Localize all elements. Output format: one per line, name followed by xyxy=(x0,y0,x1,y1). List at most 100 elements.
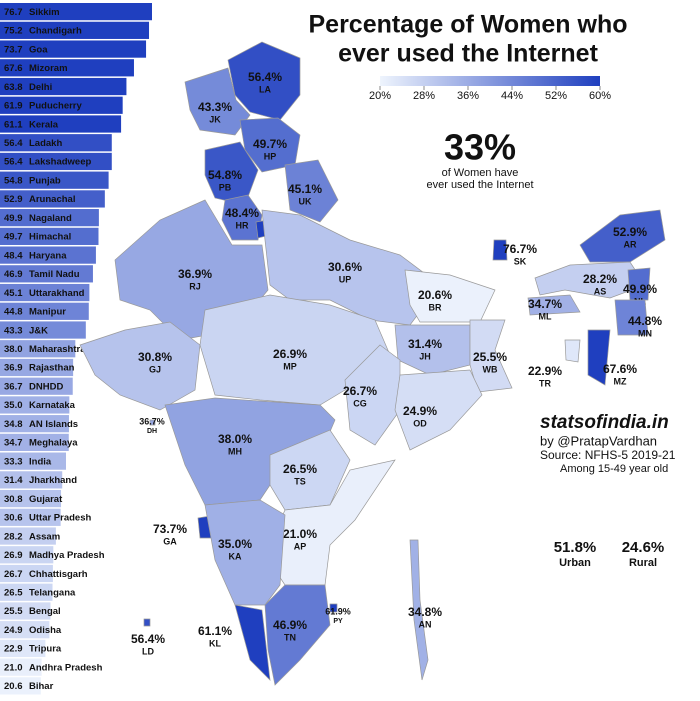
split-label: Urban xyxy=(559,557,591,569)
bar xyxy=(0,639,46,658)
region xyxy=(394,324,471,376)
region-value-label: 38.0% xyxy=(218,432,252,446)
bar-value-label: 44.8 xyxy=(4,307,23,318)
bar xyxy=(0,602,51,620)
region xyxy=(204,499,286,606)
region-code-label: AP xyxy=(294,541,307,551)
region-value-label: 28.2% xyxy=(583,272,617,286)
bar-value-label: 31.4 xyxy=(4,475,23,486)
bar-category-label: AN Islands xyxy=(29,419,78,430)
bar xyxy=(0,59,134,77)
region xyxy=(143,618,151,627)
legend-tick-label: 60% xyxy=(589,90,611,102)
bar xyxy=(0,452,66,470)
bar-value-label: 22.9 xyxy=(4,644,23,655)
region-value-label: 61.1% xyxy=(198,624,232,638)
region-value-label: 49.9% xyxy=(623,282,657,296)
region-value-label: 44.8% xyxy=(628,314,662,328)
region-code-label: LD xyxy=(142,646,154,656)
region xyxy=(627,267,651,301)
region-value-label: 20.6% xyxy=(418,288,452,302)
region xyxy=(221,194,263,241)
bar-category-label: Manipur xyxy=(29,307,66,318)
bar xyxy=(0,321,86,339)
bar xyxy=(0,190,105,208)
region-code-label: TN xyxy=(284,632,296,642)
bar-category-label: Bengal xyxy=(29,606,61,617)
bar xyxy=(0,433,69,452)
region-code-label: JH xyxy=(419,351,431,361)
bar-value-label: 49.7 xyxy=(4,232,23,243)
bar-value-label: 52.9 xyxy=(4,194,23,205)
bar-category-label: Goa xyxy=(29,44,48,55)
region-code-label: CG xyxy=(353,398,367,408)
region xyxy=(149,419,156,426)
bar-category-label: Himachal xyxy=(29,232,71,243)
bar-value-label: 21.0 xyxy=(4,662,23,673)
bar-category-label: Nagaland xyxy=(29,213,72,224)
region-value-label: 26.7% xyxy=(343,384,377,398)
region-code-label: GJ xyxy=(149,364,161,374)
bar-value-label: 67.6 xyxy=(4,63,23,74)
bar-category-label: Meghalaya xyxy=(29,438,78,449)
region xyxy=(469,319,513,393)
region-value-label: 31.4% xyxy=(408,337,442,351)
region-code-label: AR xyxy=(624,239,637,249)
region-value-label: 48.4% xyxy=(225,206,259,220)
bar-value-label: 49.9 xyxy=(4,213,23,224)
region-code-label: GA xyxy=(163,536,177,546)
bar-value-label: 24.9 xyxy=(4,625,23,636)
bar-category-label: Telangana xyxy=(29,588,76,599)
bar-value-label: 26.5 xyxy=(4,588,23,599)
bar-category-label: Tamil Nadu xyxy=(29,269,80,280)
bar xyxy=(0,583,53,601)
bar-value-label: 46.9 xyxy=(4,269,23,280)
bar xyxy=(0,96,123,114)
bar-category-label: Rajasthan xyxy=(29,363,75,374)
bar-category-label: Kerala xyxy=(29,119,59,130)
site: statsofindia.in xyxy=(540,412,669,433)
region-value-label: 22.9% xyxy=(528,364,562,378)
bar-category-label: Jharkhand xyxy=(29,475,77,486)
title-line: Percentage of Women who xyxy=(308,11,627,39)
legend-tick-label: 52% xyxy=(545,90,567,102)
region-value-label: 26.5% xyxy=(283,462,317,476)
bar xyxy=(0,677,41,695)
region-value-label: 45.1% xyxy=(288,182,322,196)
legend-tick-label: 28% xyxy=(413,90,435,102)
bar xyxy=(0,152,112,171)
bar-category-label: Maharashtra xyxy=(29,344,86,355)
headline-text: of Women have xyxy=(442,167,519,179)
region-code-label: HR xyxy=(236,220,249,230)
bar-value-label: 63.8 xyxy=(4,82,23,93)
region-code-label: AS xyxy=(594,286,607,296)
bar-category-label: Lakshadweep xyxy=(29,157,91,168)
headline-value: 33% xyxy=(444,127,516,168)
bar-value-label: 61.1 xyxy=(4,119,23,130)
bar-category-label: Andhra Pradesh xyxy=(29,662,103,673)
bar xyxy=(0,527,56,545)
bar xyxy=(0,377,73,395)
region-code-label: MZ xyxy=(614,376,627,386)
bar-category-label: Mizoram xyxy=(29,63,68,74)
region-value-label: 67.6% xyxy=(603,362,637,376)
region-code-label: HP xyxy=(264,151,277,161)
bar xyxy=(0,265,93,283)
region-code-label: PB xyxy=(219,182,232,192)
bar-value-label: 25.5 xyxy=(4,606,23,617)
note: Among 15-49 year old xyxy=(560,463,668,475)
bar-value-label: 36.9 xyxy=(4,363,23,374)
bar xyxy=(0,621,50,639)
split-value: 24.6% xyxy=(622,539,665,556)
bar xyxy=(0,227,99,245)
bar-category-label: Delhi xyxy=(29,82,52,93)
region-code-label: WB xyxy=(483,364,498,374)
byline: by @PratapVardhan xyxy=(540,433,657,448)
region xyxy=(534,261,646,299)
region-value-label: 54.8% xyxy=(208,168,242,182)
region xyxy=(492,239,508,261)
region-value-label: 30.8% xyxy=(138,350,172,364)
bar-category-label: Punjab xyxy=(29,175,61,186)
region-code-label: LA xyxy=(259,84,271,94)
bar-value-label: 73.7 xyxy=(4,44,23,55)
